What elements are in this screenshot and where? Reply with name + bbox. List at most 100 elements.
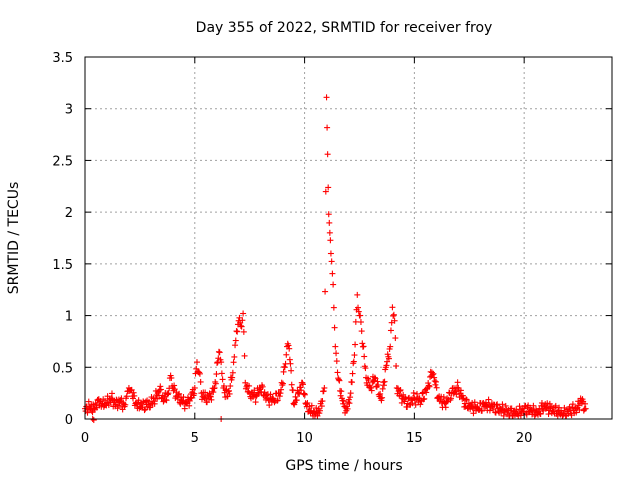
data-point [174, 396, 181, 403]
data-point [156, 387, 163, 394]
data-point [379, 394, 386, 401]
data-point [279, 380, 286, 387]
data-point [219, 376, 226, 383]
data-point [237, 322, 244, 329]
data-point [122, 401, 129, 408]
data-point [502, 402, 509, 409]
data-point [471, 399, 478, 406]
data-point [442, 404, 449, 411]
data-point [352, 318, 359, 325]
data-point [335, 376, 342, 383]
data-point [232, 337, 239, 344]
data-point [513, 406, 520, 413]
data-point [207, 393, 214, 400]
data-point [261, 389, 268, 396]
data-point [517, 412, 524, 419]
data-point [544, 400, 551, 407]
data-point [448, 395, 455, 402]
data-point [271, 399, 278, 406]
data-point [330, 304, 337, 311]
data-point [573, 409, 580, 416]
data-point [426, 383, 433, 390]
data-point [225, 387, 232, 394]
data-point [421, 395, 428, 402]
data-point [266, 402, 273, 409]
data-point [385, 355, 392, 362]
data-point [181, 405, 188, 412]
data-point [324, 151, 331, 158]
y-tick-label: 3 [65, 103, 73, 118]
data-point [232, 342, 239, 349]
data-point [240, 328, 247, 335]
data-point [238, 323, 245, 330]
data-point [327, 250, 334, 257]
data-point [252, 399, 259, 406]
data-point [349, 370, 356, 377]
data-point [493, 402, 500, 409]
data-point [334, 369, 341, 376]
data-point [298, 387, 305, 394]
data-point [197, 378, 204, 385]
data-point [114, 405, 121, 412]
data-point [135, 397, 142, 404]
data-point [171, 382, 178, 389]
data-point [321, 384, 328, 391]
data-point [157, 383, 164, 390]
data-point [193, 359, 200, 366]
data-point [304, 399, 311, 406]
data-point [229, 374, 236, 381]
data-point [354, 291, 361, 298]
data-point [333, 350, 340, 357]
data-point [529, 408, 536, 415]
data-point [251, 387, 258, 394]
data-point [390, 311, 397, 318]
data-point [218, 370, 225, 377]
data-point [322, 188, 329, 195]
data-point [241, 352, 248, 359]
data-point [431, 374, 438, 381]
data-point [330, 281, 337, 288]
grid [85, 57, 612, 419]
data-point [485, 396, 492, 403]
data-point [402, 395, 409, 402]
data-point [552, 402, 559, 409]
data-point [498, 409, 505, 416]
data-point [212, 380, 219, 387]
data-point [565, 410, 572, 417]
data-point [362, 365, 369, 372]
data-point [230, 359, 237, 366]
data-point [147, 404, 154, 411]
data-point [460, 395, 467, 402]
data-point [259, 383, 266, 390]
data-point [425, 382, 432, 389]
data-point [417, 401, 424, 408]
data-point [352, 341, 359, 348]
data-point [227, 383, 234, 390]
data-point [332, 343, 339, 350]
data-point [338, 388, 345, 395]
data-point [151, 400, 158, 407]
data-point [331, 324, 338, 331]
data-point [328, 258, 335, 265]
data-point [390, 312, 397, 319]
data-point [500, 412, 507, 419]
data-point [220, 382, 227, 389]
data-point [329, 270, 336, 277]
data-point [322, 288, 329, 295]
data-point [276, 393, 283, 400]
data-point [454, 379, 461, 386]
data-point [168, 374, 175, 381]
data-point [208, 396, 215, 403]
data-point [265, 397, 272, 404]
data-point [108, 390, 115, 397]
data-point [255, 389, 262, 396]
data-point [365, 376, 372, 383]
data-point [499, 401, 506, 408]
data-point [326, 229, 333, 236]
data-point [340, 400, 347, 407]
data-point [326, 219, 333, 226]
data-point [430, 370, 437, 377]
data-point [176, 390, 183, 397]
x-axis-label: GPS time / hours [285, 458, 402, 474]
data-point [387, 327, 394, 334]
